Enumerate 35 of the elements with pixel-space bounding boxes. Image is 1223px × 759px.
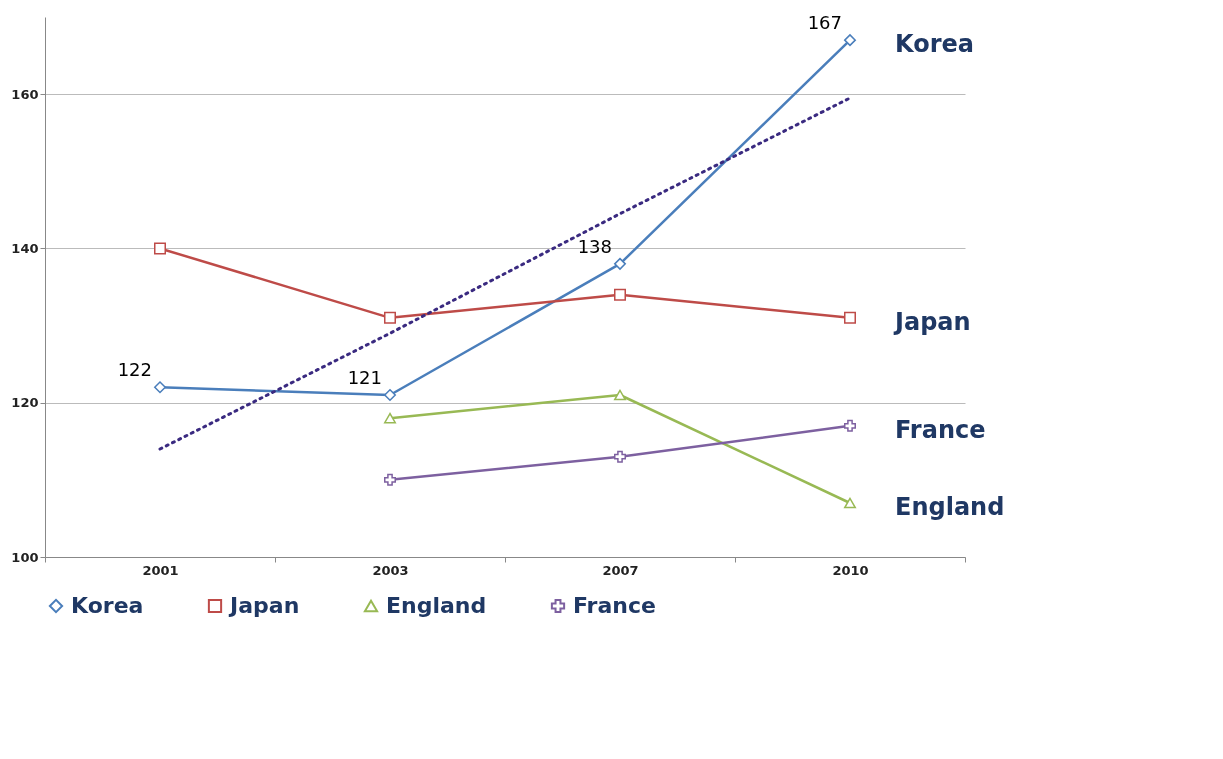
point — [384, 311, 396, 324]
text: France — [895, 415, 986, 444]
legend-label: Japan — [228, 593, 300, 618]
point — [384, 412, 396, 424]
point — [844, 419, 856, 432]
legend-label: England — [386, 593, 487, 618]
legend-label: France — [573, 593, 656, 618]
point — [844, 34, 856, 47]
legend-label: Korea — [71, 593, 144, 618]
y-tick-label: 160 — [11, 86, 39, 102]
x-tick-label: 2007 — [602, 562, 639, 578]
point — [614, 288, 626, 301]
text: Korea — [895, 30, 974, 59]
point — [154, 242, 166, 255]
text: England — [895, 493, 1005, 521]
point — [154, 381, 166, 394]
data-label: 167 — [807, 12, 842, 34]
y-tick-label: 100 — [11, 549, 39, 565]
data-label: 138 — [577, 235, 612, 257]
y-tick-label: 120 — [11, 395, 39, 411]
point — [614, 450, 626, 463]
point — [844, 497, 856, 509]
point — [384, 389, 396, 401]
text: Japan — [895, 307, 971, 336]
point — [384, 473, 396, 486]
x-tick-label: 2010 — [832, 562, 869, 578]
line-series — [158, 96, 852, 451]
point — [844, 311, 856, 324]
y-tick-label: 140 — [11, 240, 39, 256]
data-label: 121 — [347, 367, 382, 388]
point — [614, 257, 626, 270]
data-label: 122 — [117, 359, 152, 381]
x-tick-label: 2001 — [142, 562, 179, 578]
point — [614, 389, 626, 401]
x-tick-label: 2003 — [372, 562, 409, 578]
